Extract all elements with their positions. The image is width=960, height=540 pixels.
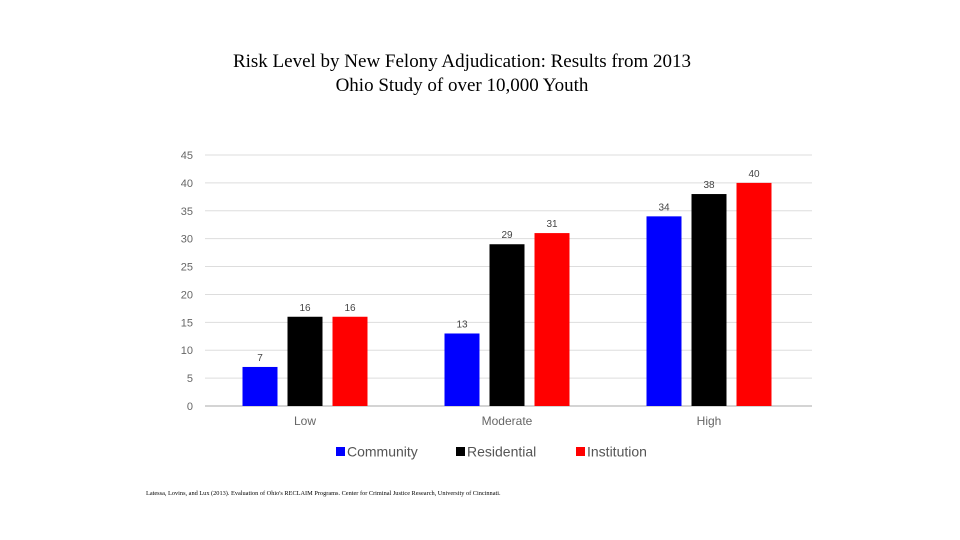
bar-institution-high bbox=[736, 182, 772, 406]
y-tick-label: 20 bbox=[181, 289, 193, 301]
data-label: 31 bbox=[546, 219, 558, 230]
source-citation: Latessa, Lovins, and Lux (2013). Evaluat… bbox=[146, 490, 501, 497]
bar-residential-high bbox=[691, 194, 727, 406]
legend-label-institution: Institution bbox=[587, 444, 647, 460]
data-label: 7 bbox=[257, 353, 263, 364]
bar-residential-moderate bbox=[489, 244, 525, 406]
y-tick-label: 30 bbox=[181, 234, 193, 246]
bar-community-moderate bbox=[444, 333, 480, 406]
legend-swatch-residential bbox=[456, 447, 465, 456]
chart-title-line2: Ohio Study of over 10,000 Youth bbox=[335, 75, 589, 96]
data-label: 38 bbox=[703, 180, 715, 191]
legend-label-community: Community bbox=[347, 444, 418, 460]
data-label: 40 bbox=[748, 169, 760, 180]
y-tick-label: 35 bbox=[181, 206, 193, 218]
y-tick-label: 10 bbox=[181, 345, 193, 357]
chart-title: Risk Level by New Felony Adjudication: R… bbox=[0, 50, 924, 98]
data-label: 13 bbox=[456, 319, 468, 330]
y-tick-label: 15 bbox=[181, 317, 193, 329]
data-label: 16 bbox=[299, 303, 311, 314]
legend-swatch-community bbox=[336, 447, 345, 456]
y-tick-label: 0 bbox=[187, 401, 193, 413]
y-tick-label: 45 bbox=[181, 150, 193, 162]
chart-title-line1: Risk Level by New Felony Adjudication: R… bbox=[232, 51, 692, 72]
y-tick-label: 40 bbox=[181, 178, 193, 190]
bar-residential-low bbox=[287, 316, 323, 406]
legend-swatch-institution bbox=[576, 447, 585, 456]
y-tick-label: 5 bbox=[187, 373, 193, 385]
data-label: 29 bbox=[501, 230, 513, 241]
x-tick-label: Moderate bbox=[482, 414, 533, 428]
bar-institution-low bbox=[332, 316, 368, 406]
data-label: 16 bbox=[344, 303, 356, 314]
bar-institution-moderate bbox=[534, 233, 570, 406]
bar-community-high bbox=[646, 216, 682, 406]
x-tick-label: High bbox=[697, 414, 722, 428]
legend-label-residential: Residential bbox=[467, 444, 536, 460]
x-tick-label: Low bbox=[294, 414, 316, 428]
data-label: 34 bbox=[658, 202, 670, 213]
bar-community-low bbox=[242, 366, 278, 406]
y-tick-label: 25 bbox=[181, 262, 193, 274]
